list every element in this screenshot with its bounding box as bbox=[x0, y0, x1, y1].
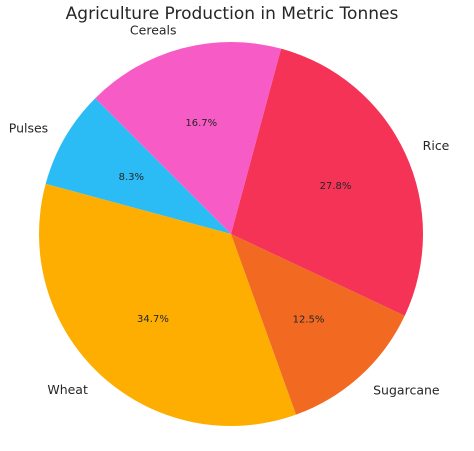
pie-slices bbox=[39, 42, 424, 427]
pie-slice-wheat bbox=[39, 183, 297, 427]
pct-label-sugarcane: 12.5% bbox=[293, 315, 325, 326]
slice-label-cereals: Cereals bbox=[130, 22, 177, 37]
pie-labels: 8.3% Pulses 34.7% Wheat 12.5% Sugarcane 27.8% R… bbox=[9, 22, 450, 397]
pie-slice-cereals bbox=[95, 42, 282, 235]
pie-slice-rice bbox=[231, 48, 424, 316]
chart-title: Agriculture Production in Metric Tonnes bbox=[66, 4, 399, 24]
pie-slice-pulses bbox=[45, 98, 232, 235]
pct-label-wheat: 34.7% bbox=[137, 314, 169, 325]
slice-label-wheat: Wheat bbox=[47, 382, 88, 397]
pct-label-cereals: 16.7% bbox=[185, 118, 217, 129]
pct-label-rice: 27.8% bbox=[320, 181, 352, 192]
slice-label-pulses: Pulses bbox=[9, 121, 48, 136]
pct-label-pulses: 8.3% bbox=[119, 172, 144, 183]
pie-slice-sugarcane bbox=[231, 234, 405, 415]
slice-label-rice: Rice bbox=[423, 138, 450, 153]
slice-label-sugarcane: Sugarcane bbox=[373, 383, 440, 398]
